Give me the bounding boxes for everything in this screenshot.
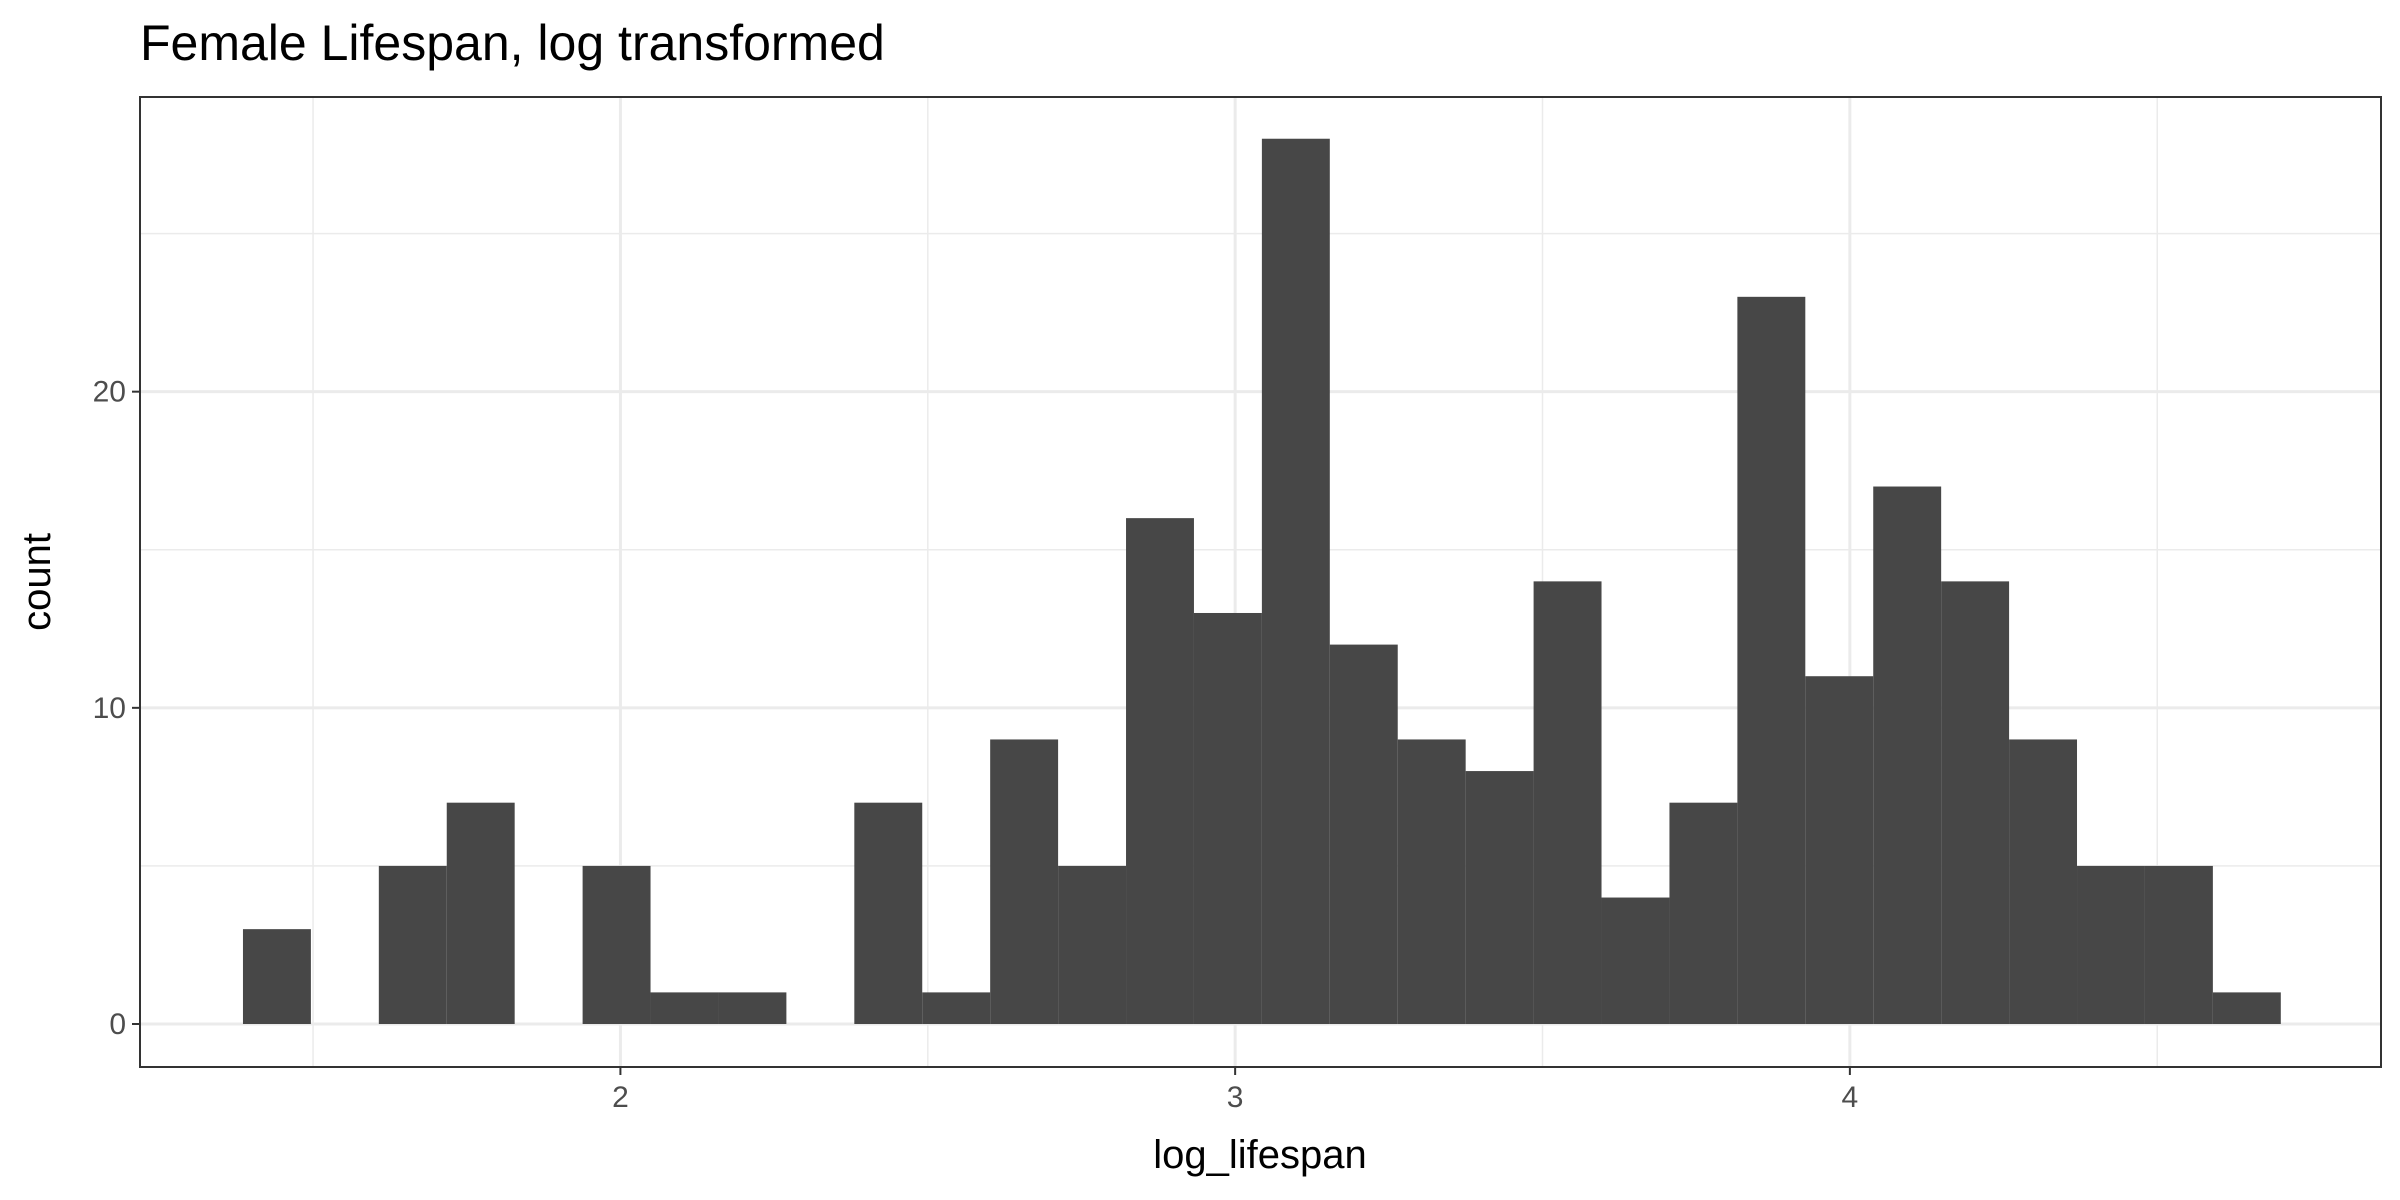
bar xyxy=(718,992,787,1025)
bar xyxy=(1058,865,1127,1025)
bar xyxy=(446,802,515,1025)
bar xyxy=(2212,992,2281,1025)
bar xyxy=(1873,486,1942,1025)
x-tick-label: 2 xyxy=(612,1081,629,1114)
y-tick-label: 20 xyxy=(93,376,126,409)
x-tick-label: 3 xyxy=(1227,1081,1244,1114)
x-axis-title: log_lifespan xyxy=(1153,1133,1367,1177)
bar xyxy=(1805,676,1874,1025)
bar xyxy=(582,865,651,1025)
bar xyxy=(2009,739,2078,1025)
panel-border xyxy=(139,96,2382,1068)
bar xyxy=(1941,581,2010,1025)
chart-title: Female Lifespan, log transformed xyxy=(140,15,885,71)
bar xyxy=(1261,138,1330,1025)
bar xyxy=(854,802,923,1025)
bar xyxy=(1465,771,1534,1025)
bar xyxy=(1126,518,1194,1025)
bar xyxy=(922,992,991,1025)
bar xyxy=(990,739,1059,1025)
bar xyxy=(2077,865,2145,1025)
bar xyxy=(650,992,719,1025)
bar xyxy=(1329,644,1398,1025)
bar xyxy=(2144,865,2213,1025)
y-tick-label: 0 xyxy=(109,1008,126,1041)
bar xyxy=(242,929,311,1025)
bar xyxy=(1533,581,1602,1025)
bar xyxy=(378,865,447,1025)
bar xyxy=(1601,897,1670,1025)
bar xyxy=(1397,739,1466,1025)
x-tick-label: 4 xyxy=(1842,1081,1859,1114)
bar xyxy=(1669,802,1738,1025)
bar xyxy=(1193,612,1262,1025)
bar xyxy=(1737,296,1806,1025)
y-axis-title: count xyxy=(15,533,59,631)
y-tick-label: 10 xyxy=(93,692,126,725)
